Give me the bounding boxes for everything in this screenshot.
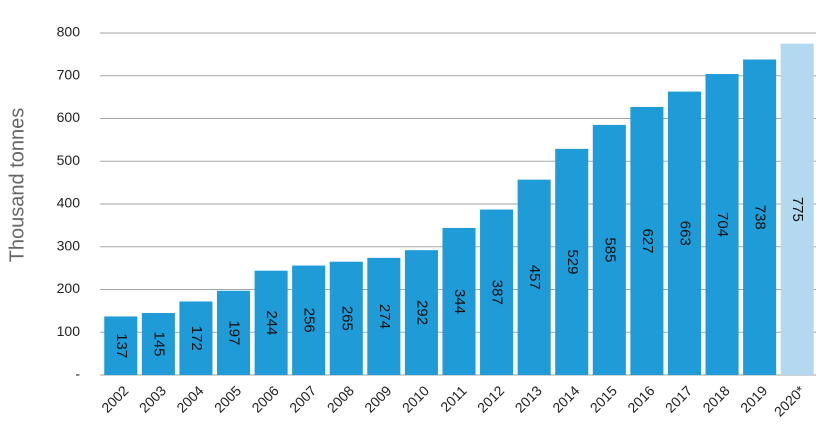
bar: [404, 250, 438, 375]
y-axis-title: Thousand tonnes: [6, 108, 28, 263]
x-tick-label: 2018: [699, 382, 732, 415]
bar: [367, 257, 401, 375]
x-tick-label: 2012: [474, 382, 507, 415]
value-label: 256: [301, 308, 318, 333]
value-label: 529: [564, 249, 581, 274]
bar: [179, 301, 213, 375]
y-tick-label: 700: [57, 66, 81, 82]
y-tick-label: 400: [57, 195, 81, 211]
x-tick-label: 2010: [399, 382, 432, 415]
x-tick-label: 2006: [249, 382, 282, 415]
bar: [141, 313, 175, 375]
bar: [705, 74, 739, 375]
value-label: 663: [677, 221, 694, 246]
bar: [555, 148, 589, 375]
y-tick-label: 100: [57, 323, 81, 339]
value-label: 457: [526, 265, 543, 290]
x-tick-label: 2008: [324, 382, 357, 415]
value-label: 137: [113, 333, 130, 358]
value-label: 775: [789, 197, 806, 222]
bar: [667, 91, 702, 375]
value-label: 145: [150, 331, 167, 356]
value-label: 344: [451, 289, 468, 314]
bar: [630, 106, 664, 376]
x-tick-label: 2004: [173, 382, 206, 415]
value-label: 387: [489, 280, 506, 305]
bar: [780, 43, 814, 375]
value-label: 197: [226, 320, 243, 345]
x-tick-label: 2002: [98, 382, 131, 415]
x-tick-label: 2009: [361, 382, 394, 415]
value-label: 704: [714, 212, 731, 237]
bar: [442, 227, 476, 375]
value-label: 244: [263, 310, 280, 335]
bar: [517, 179, 551, 375]
bar: [216, 290, 251, 375]
y-tick-label: -: [75, 366, 80, 382]
y-tick-label: 800: [57, 24, 81, 40]
value-label: 738: [752, 205, 769, 230]
bar: [592, 124, 626, 375]
bar: [743, 59, 777, 375]
value-label: 265: [338, 306, 355, 331]
x-tick-label: 2005: [211, 382, 244, 415]
x-tick-label: 2014: [549, 382, 582, 415]
y-tick-label: 500: [57, 152, 81, 168]
value-label: 585: [601, 237, 618, 262]
bar: [329, 261, 363, 375]
x-tick-label: 2013: [512, 382, 545, 415]
x-tick-label: 2016: [624, 382, 657, 415]
x-tick-label: 2019: [737, 382, 770, 415]
value-label: 292: [413, 300, 430, 325]
value-label: 274: [376, 304, 393, 329]
x-tick-label: 2015: [587, 382, 620, 415]
x-tick-label: 2007: [286, 382, 319, 415]
y-tick-label: 300: [57, 237, 81, 253]
bar: [480, 209, 514, 375]
y-tick-label: 600: [57, 109, 81, 125]
bar: [104, 316, 138, 375]
y-tick-label: 200: [57, 280, 81, 296]
x-tick-label: 2003: [136, 382, 169, 415]
x-tick-label: 2017: [662, 382, 695, 415]
bar: [254, 270, 288, 375]
x-tick-label: 2011: [437, 382, 470, 415]
value-label: 627: [639, 228, 656, 253]
bar: [292, 265, 326, 375]
value-label: 172: [188, 326, 205, 351]
x-tick-label: 2020*: [771, 382, 809, 420]
